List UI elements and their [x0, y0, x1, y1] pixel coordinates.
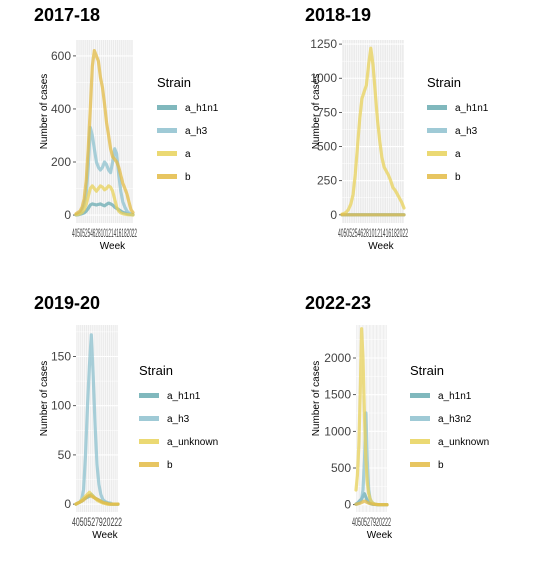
legend-title: Strain — [427, 75, 461, 90]
legend-key-a_h3n2 — [410, 416, 430, 421]
legend-label-b: b — [438, 460, 444, 471]
y-tick-label: 500 — [331, 461, 351, 475]
legend-key-a_h1n1 — [427, 105, 447, 110]
y-tick-label: 0 — [330, 208, 337, 222]
panel-3: 2022-23 0 500 1000 1500 2000 4050527920222Week… — [305, 293, 489, 541]
legend-key-a_h3 — [427, 128, 447, 133]
panel-1: 2018-19 0 250 500 750 1000 1250 405052546281012… — [305, 5, 489, 252]
legend-key-a_h1n1 — [139, 393, 159, 398]
legend-title: Strain — [157, 75, 191, 90]
panel-title: 2019-20 — [34, 293, 100, 313]
panel-0: 2017-18 0 200 400 600 40505254628101214161820… — [34, 5, 219, 252]
x-axis-label: Week — [367, 530, 393, 541]
x-tick-labels: 4050527920222 — [72, 515, 122, 529]
y-tick-label: 150 — [51, 349, 71, 363]
legend-label-a_h1n1: a_h1n1 — [438, 391, 472, 402]
y-tick-label: 1500 — [324, 388, 351, 402]
legend-key-a_h3 — [139, 416, 159, 421]
legend-label-b: b — [455, 172, 461, 183]
legend-key-a_h1n1 — [410, 393, 430, 398]
legend-label-b: b — [185, 172, 191, 183]
y-axis-label: Number of cases — [39, 74, 50, 150]
y-axis-label: Number of cases — [39, 361, 50, 437]
series-line-b — [354, 499, 389, 507]
legend-key-b — [410, 462, 430, 467]
legend-label-a_h1n1: a_h1n1 — [167, 391, 201, 402]
series-line-b — [74, 48, 135, 216]
y-tick-label: 1000 — [324, 424, 351, 438]
legend-label-a_h1n1: a_h1n1 — [455, 103, 489, 114]
y-tick-label: 200 — [51, 155, 71, 169]
x-tick-labels: 4050525462810121416182022 — [72, 226, 137, 240]
legend-label-a_unknown: a_unknown — [438, 437, 489, 448]
legend-key-a_unknown — [139, 439, 159, 444]
series-line-a — [74, 184, 135, 217]
legend-key-a — [427, 151, 447, 156]
y-axis-label: Number of cases — [311, 74, 322, 150]
x-axis-label: Week — [368, 241, 394, 252]
series-line-a — [340, 46, 406, 216]
legend-title: Strain — [139, 363, 173, 378]
x-axis-label: Week — [100, 241, 126, 252]
x-tick-labels: 4050525462810121416182022 — [338, 226, 408, 240]
legend-label-a_h3n2: a_h3n2 — [438, 414, 472, 425]
legend-label-a_unknown: a_unknown — [167, 437, 218, 448]
y-tick-label: 400 — [51, 102, 71, 116]
legend-label-a_h3: a_h3 — [167, 414, 190, 425]
y-tick-label: 1000 — [310, 71, 337, 85]
y-tick-label: 2000 — [324, 351, 351, 365]
legend-key-b — [427, 174, 447, 179]
legend-label-a_h1n1: a_h1n1 — [185, 103, 219, 114]
legend: Strain a_h1n1 a_h3a b — [157, 75, 219, 183]
x-tick-labels: 4050527920222 — [352, 515, 391, 529]
legend-key-a_h1n1 — [157, 105, 177, 110]
legend-key-a — [157, 151, 177, 156]
x-axis-label: Week — [92, 530, 118, 541]
legend: Strain a_h1n1 a_h3a b — [427, 75, 489, 183]
series-line-b — [74, 493, 120, 506]
legend-label-a: a — [455, 149, 461, 160]
y-tick-label: 1250 — [310, 37, 337, 51]
y-axis-label: Number of cases — [311, 361, 322, 437]
legend-label-a: a — [185, 149, 191, 160]
legend-key-a_h3 — [157, 128, 177, 133]
y-tick-label: 50 — [58, 448, 72, 462]
legend-label-a_h3: a_h3 — [185, 126, 208, 137]
y-tick-label: 500 — [317, 140, 337, 154]
y-tick-label: 0 — [64, 497, 71, 511]
y-tick-label: 750 — [317, 105, 337, 119]
y-tick-label: 0 — [344, 498, 351, 512]
panel-title: 2022-23 — [305, 293, 371, 313]
y-tick-label: 600 — [51, 49, 71, 63]
y-tick-label: 100 — [51, 399, 71, 413]
panel-title: 2018-19 — [305, 5, 371, 25]
legend-title: Strain — [410, 363, 444, 378]
y-tick-label: 0 — [64, 208, 71, 222]
legend-key-a_unknown — [410, 439, 430, 444]
legend-label-b: b — [167, 460, 173, 471]
panel-title: 2017-18 — [34, 5, 100, 25]
legend-key-b — [157, 174, 177, 179]
legend-key-b — [139, 462, 159, 467]
y-tick-label: 250 — [317, 174, 337, 188]
legend-label-a_h3: a_h3 — [455, 126, 478, 137]
